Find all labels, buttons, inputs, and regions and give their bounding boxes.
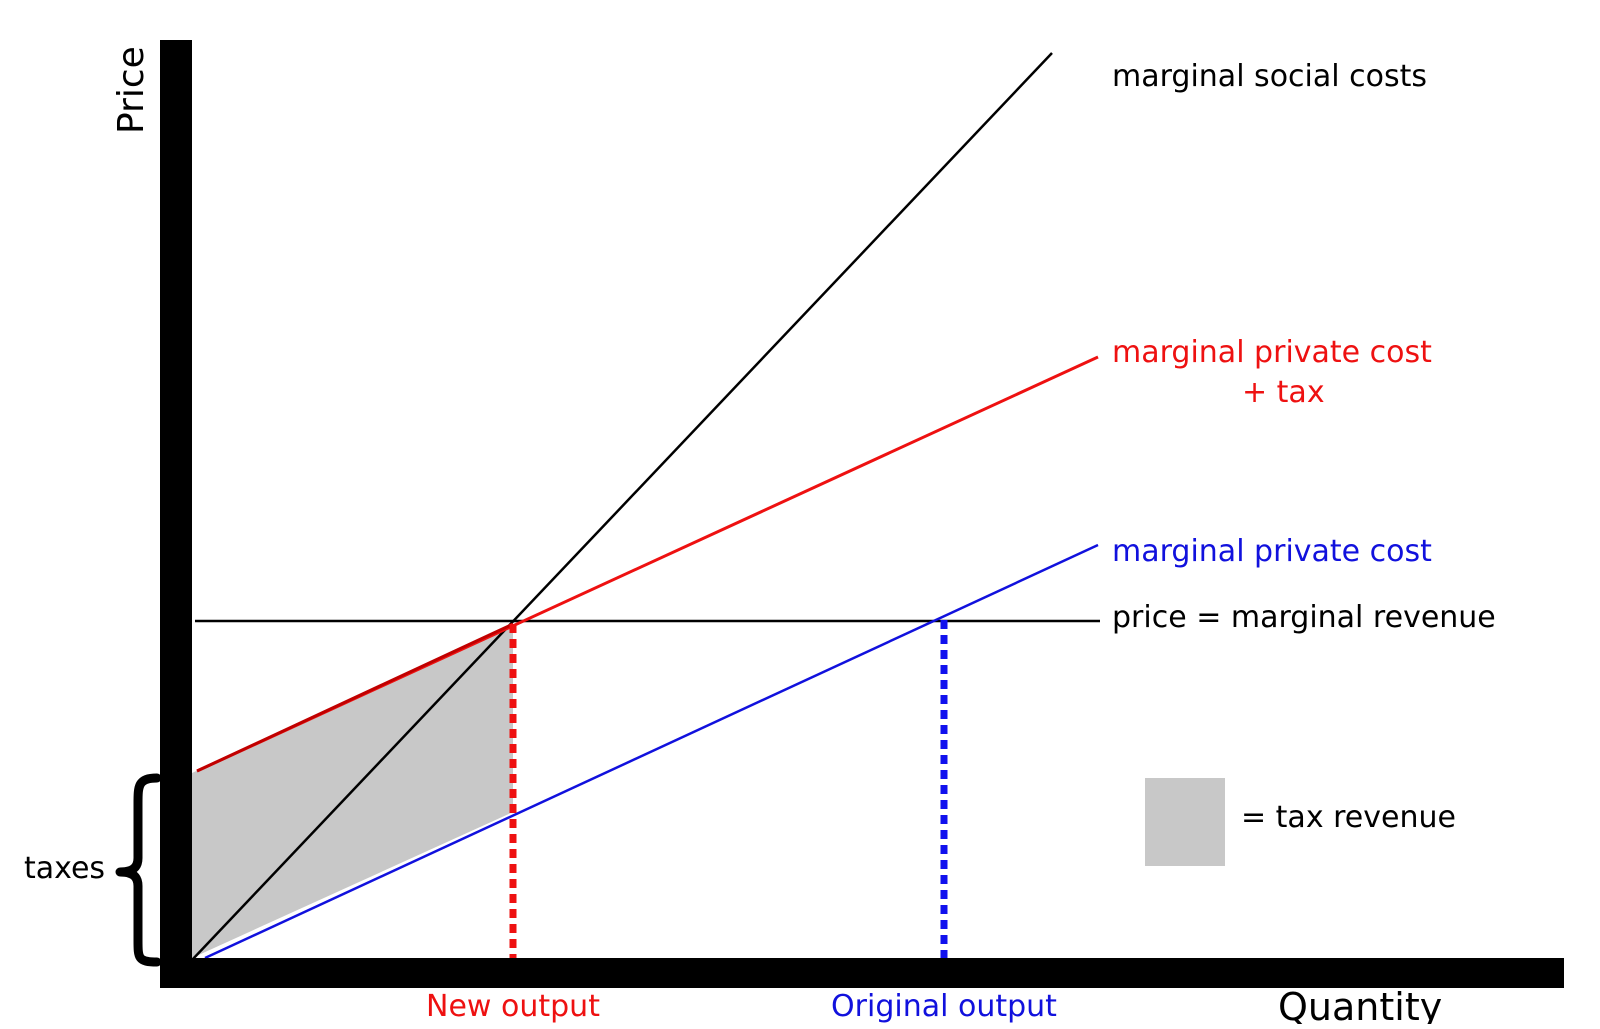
original-output-label: Original output [831, 989, 1057, 1024]
y-axis [160, 40, 192, 988]
y-axis-label: Price [111, 46, 152, 134]
msc-label: marginal social costs [1112, 59, 1427, 94]
x-axis [160, 958, 1564, 988]
mpc-tax-line-left [196, 622, 514, 773]
new-output-label: New output [426, 989, 600, 1024]
legend-swatch [1145, 778, 1225, 866]
legend-label: = tax revenue [1241, 800, 1456, 835]
mpc-line [204, 543, 1099, 960]
mpc-label: marginal private cost [1112, 534, 1432, 569]
msc-line [191, 52, 1053, 961]
taxes-label: taxes [24, 851, 105, 886]
price-label: price = marginal revenue [1112, 600, 1496, 635]
taxes-brace-icon [115, 773, 162, 967]
x-axis-label: Quantity [1278, 985, 1442, 1024]
mpc-tax-label-line2: + tax [1242, 375, 1325, 410]
mpc-tax-label-line1: marginal private cost [1112, 335, 1432, 370]
